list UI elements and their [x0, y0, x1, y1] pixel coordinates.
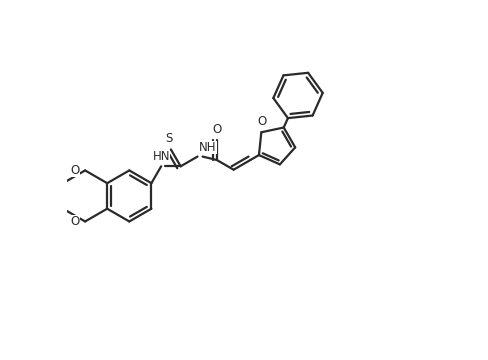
Text: NH: NH: [199, 141, 216, 154]
Text: HN: HN: [152, 150, 169, 163]
Text: S: S: [165, 132, 172, 145]
Text: O: O: [70, 215, 80, 228]
Text: O: O: [70, 164, 80, 177]
Text: O: O: [212, 123, 221, 136]
Text: O: O: [257, 115, 266, 128]
